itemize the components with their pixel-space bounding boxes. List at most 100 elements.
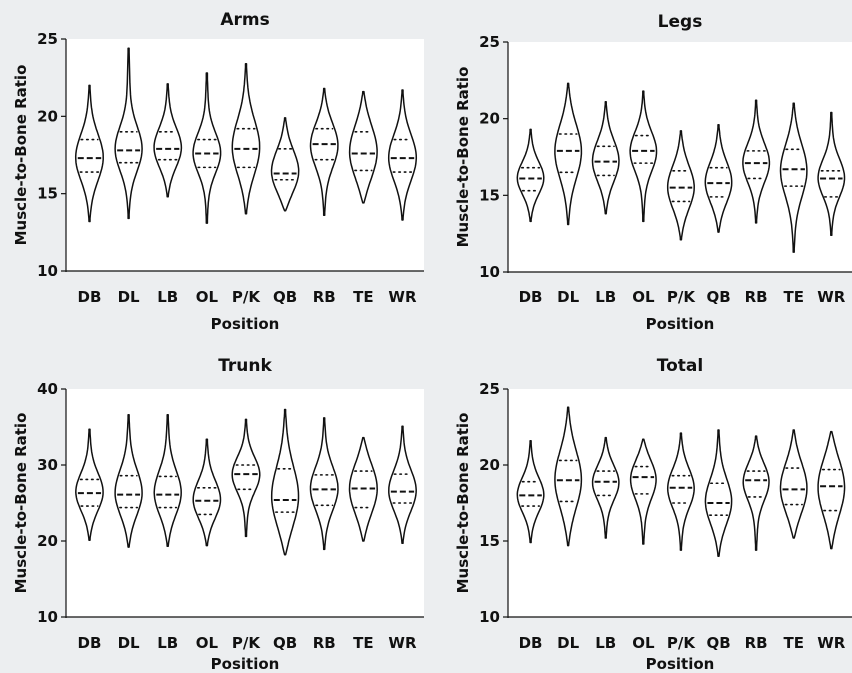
x-tick-label: LB	[157, 634, 178, 652]
violin-te: TE	[348, 90, 378, 306]
violin-outline	[817, 111, 846, 236]
y-tick-label: 25	[37, 30, 58, 48]
x-tick-label: TE	[353, 288, 373, 306]
x-tick-label: DB	[78, 634, 102, 652]
y-axis-label: Muscle-to-Bone Ratio	[12, 65, 30, 246]
violin-db: DB	[516, 128, 545, 306]
y-tick-label: 15	[479, 186, 500, 204]
violin-dl: DL	[554, 82, 583, 306]
violin-dl: DL	[554, 406, 583, 652]
violin-outline	[591, 101, 620, 215]
violin-lb: LB	[591, 101, 620, 306]
x-tick-label: OL	[632, 634, 655, 652]
y-tick-label: 15	[479, 532, 500, 550]
violin-outline	[270, 117, 300, 212]
y-tick-label: 10	[479, 608, 500, 626]
x-tick-label: WR	[388, 634, 417, 652]
y-tick-label: 30	[37, 456, 58, 474]
panel-trunk: Trunk 10 20 30 40 Muscle-to-Bone Ratio Positio…	[12, 356, 424, 673]
x-tick-label: QB	[706, 634, 730, 652]
y-axis-label: Muscle-to-Bone Ratio	[454, 413, 472, 594]
y-tick-label: 15	[37, 185, 58, 203]
x-tick-label: P/K	[667, 634, 696, 652]
y-tick-label: 10	[479, 263, 500, 281]
violin-db: DB	[74, 84, 104, 306]
x-tick-label: DL	[557, 634, 579, 652]
violin-qb: QB	[704, 429, 733, 652]
x-tick-label: OL	[196, 634, 219, 652]
violin-db: DB	[75, 428, 104, 652]
violin-te: TE	[348, 436, 378, 652]
violin-outline	[554, 406, 583, 547]
violin-dl: DL	[114, 47, 143, 306]
violin-outline	[554, 82, 583, 226]
violin-wr: WR	[817, 111, 846, 306]
violin-outline	[704, 429, 733, 557]
violin-outline	[153, 83, 183, 198]
violin-outline	[74, 84, 104, 223]
violin-outline	[388, 425, 417, 545]
panel-title: Total	[657, 356, 703, 376]
y-tick-label: 40	[37, 380, 58, 398]
x-tick-label: WR	[817, 634, 846, 652]
x-axis-label: Position	[211, 315, 280, 333]
x-tick-label: P/K	[667, 288, 696, 306]
violin-lb: LB	[153, 414, 182, 652]
violin-ol: OL	[629, 438, 657, 652]
y-tick-label: 25	[479, 33, 500, 51]
panel-title: Trunk	[218, 356, 272, 376]
x-tick-label: OL	[632, 288, 655, 306]
y-axis-label: Muscle-to-Bone Ratio	[12, 413, 30, 594]
y-tick-label: 10	[37, 262, 58, 280]
panel-title: Arms	[220, 10, 269, 30]
violin-outline	[779, 429, 808, 539]
violin-outline	[742, 99, 771, 224]
x-tick-label: RB	[313, 634, 336, 652]
x-tick-label: OL	[196, 288, 219, 306]
violin-outline	[309, 417, 339, 551]
x-tick-label: TE	[783, 288, 803, 306]
violin-ol: OL	[192, 438, 222, 652]
violin-qb: QB	[704, 124, 733, 306]
violin-lb: LB	[153, 83, 183, 306]
violin-lb: LB	[591, 436, 620, 652]
violin-outline	[192, 438, 222, 547]
x-tick-label: RB	[745, 634, 768, 652]
violin-outline	[779, 102, 808, 253]
x-tick-label: DL	[118, 634, 140, 652]
x-tick-label: DL	[557, 288, 579, 306]
violin-outline	[591, 436, 620, 539]
violin-p-k: P/K	[231, 418, 261, 652]
x-tick-label: P/K	[232, 634, 261, 652]
violin-outline	[817, 430, 846, 550]
panel-title: Legs	[658, 12, 703, 32]
violin-rb: RB	[309, 417, 339, 652]
violin-outline	[270, 408, 300, 556]
x-tick-label: DB	[78, 288, 102, 306]
x-tick-label: QB	[273, 634, 297, 652]
x-tick-label: RB	[745, 288, 768, 306]
x-tick-label: LB	[157, 288, 178, 306]
violin-outline	[516, 439, 545, 544]
x-tick-label: RB	[313, 288, 336, 306]
violin-outline	[153, 414, 182, 548]
violin-outline	[516, 128, 545, 223]
violin-outline	[629, 90, 658, 223]
violin-db: DB	[516, 439, 545, 652]
x-tick-label: P/K	[232, 288, 261, 306]
violin-p-k: P/K	[666, 432, 696, 652]
violin-outline	[666, 432, 695, 551]
violin-ol: OL	[629, 90, 658, 306]
violin-outline	[231, 418, 261, 538]
x-axis-label: Position	[646, 655, 715, 673]
x-tick-label: WR	[388, 288, 417, 306]
x-tick-label: LB	[595, 634, 616, 652]
x-tick-label: WR	[817, 288, 846, 306]
x-axis-label: Position	[646, 315, 715, 333]
violin-qb: QB	[270, 408, 300, 652]
y-tick-label: 20	[479, 456, 500, 474]
y-tick-label: 25	[479, 380, 500, 398]
violin-te: TE	[779, 429, 808, 652]
violin-p-k: P/K	[667, 130, 696, 306]
